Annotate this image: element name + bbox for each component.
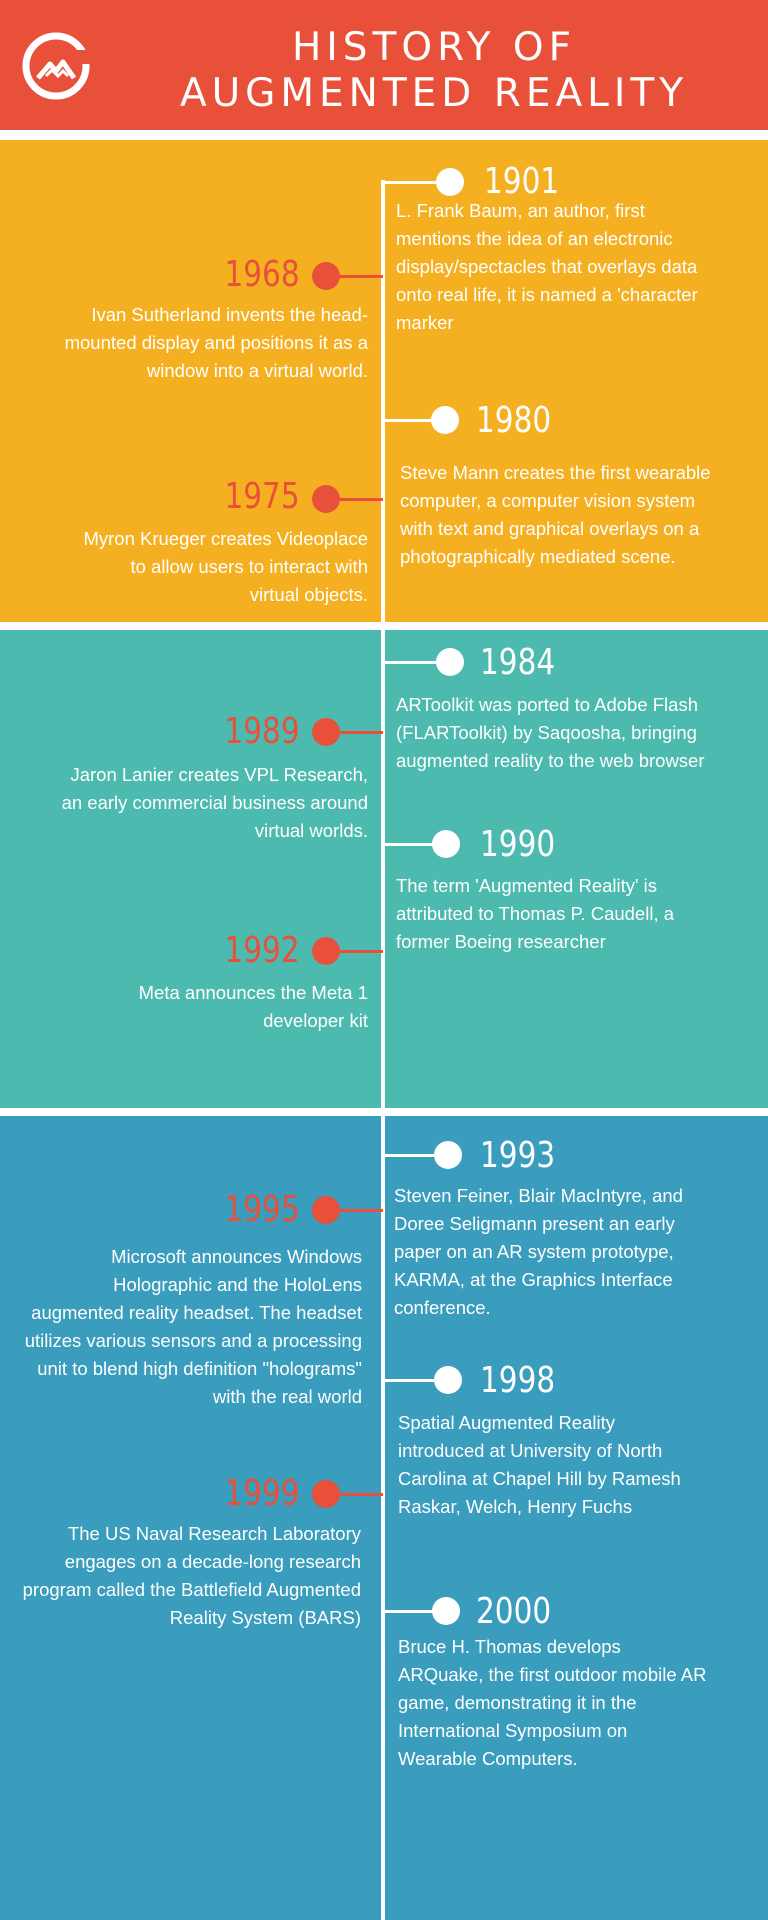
page-title-line2: AUGMENTED REALITY	[179, 71, 689, 116]
connector	[383, 1379, 445, 1382]
connector	[326, 275, 383, 278]
connector	[383, 181, 445, 184]
timeline-dot	[434, 1141, 462, 1169]
connector	[383, 843, 445, 846]
event-description: ARToolkit was ported to Adobe Flash (FLA…	[396, 694, 705, 771]
event-description: Bruce H. Thomas develops ARQuake, the fi…	[398, 1636, 707, 1769]
event-year: 1975	[224, 476, 300, 517]
connector	[326, 1493, 383, 1496]
event-description: L. Frank Baum, an author, first mentions…	[396, 200, 698, 333]
event-year: 1980	[476, 400, 552, 441]
connector	[383, 419, 445, 422]
event-year: 1989	[224, 711, 300, 752]
timeline-dot	[312, 262, 340, 290]
timeline-dot	[312, 1480, 340, 1508]
event-year: 1993	[480, 1135, 556, 1176]
connector	[383, 661, 445, 664]
event-year: 1999	[224, 1473, 300, 1514]
event-year: 2000	[476, 1591, 552, 1632]
event-description: Spatial Augmented Reality introduced at …	[398, 1412, 681, 1517]
event-description: Microsoft announces Windows Holographic …	[24, 1246, 362, 1407]
connector	[383, 1610, 445, 1613]
timeline-dot	[312, 485, 340, 513]
event-description: Jaron Lanier creates VPL Research, an ea…	[61, 764, 368, 841]
timeline-dot	[432, 1597, 460, 1625]
event-year: 1992	[224, 930, 300, 971]
event-description: Ivan Sutherland invents the head-mounted…	[64, 304, 368, 381]
timeline-dot	[431, 406, 459, 434]
page-title-line1: HISTORY OF	[291, 25, 577, 70]
mountain-logo-icon	[22, 32, 90, 100]
timeline-dot	[312, 718, 340, 746]
timeline-dot	[312, 937, 340, 965]
event-description: The term 'Augmented Reality' is attribut…	[396, 875, 675, 952]
event-year: 1998	[480, 1360, 556, 1401]
timeline-dot	[312, 1196, 340, 1224]
connector	[326, 731, 383, 734]
timeline-dot	[436, 168, 464, 196]
event-description: Myron Krueger creates Videoplace to allo…	[83, 528, 368, 605]
timeline-dot	[432, 830, 460, 858]
timeline-dot	[434, 1366, 462, 1394]
connector	[326, 498, 383, 501]
event-description: The US Naval Research Laboratory engages…	[22, 1523, 361, 1628]
connector	[326, 950, 383, 953]
header-banner: HISTORY OF AUGMENTED REALITY	[0, 0, 768, 130]
connector	[383, 1154, 445, 1157]
timeline-dot	[436, 648, 464, 676]
event-year: 1990	[480, 824, 556, 865]
event-year: 1984	[480, 642, 556, 683]
connector	[326, 1209, 383, 1212]
event-year: 1901	[484, 161, 560, 202]
event-year: 1968	[224, 254, 300, 295]
event-description: Steven Feiner, Blair MacIntyre, and Dore…	[394, 1185, 683, 1318]
event-year: 1995	[224, 1189, 300, 1230]
timeline-axis	[381, 180, 385, 1920]
event-description: Steve Mann creates the first wearable co…	[400, 462, 711, 567]
event-description: Meta announces the Meta 1 developer kit	[138, 982, 368, 1031]
